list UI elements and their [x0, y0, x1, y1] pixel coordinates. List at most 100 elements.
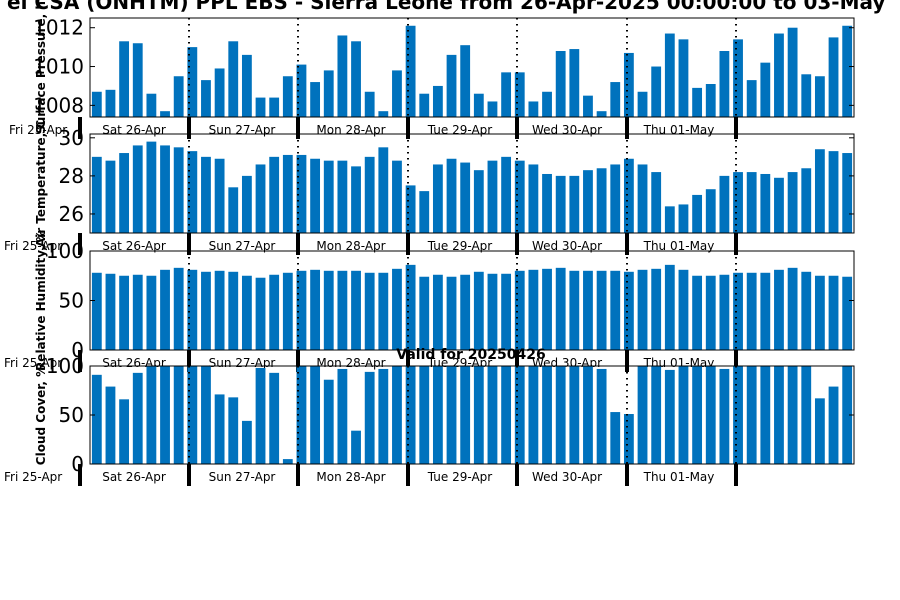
relative-humidity-bar [610, 270, 621, 350]
relative-humidity-bar [733, 272, 743, 350]
day-label: Wed 30-Apr [532, 123, 602, 137]
cloud-cover-bar [842, 366, 853, 464]
surface-pressure-bar [91, 91, 102, 117]
start-date-label: Fri 25-Apr [4, 239, 62, 253]
cloud-cover-bar [583, 366, 593, 464]
relative-humidity-bar [542, 268, 552, 350]
air-temperature-bar [119, 153, 130, 233]
cloud-cover-bar [405, 366, 416, 464]
y-tick-label: 1010 [33, 55, 84, 79]
relative-humidity-bar [132, 274, 143, 350]
relative-humidity-bar [378, 272, 389, 350]
cloud-cover-bar [678, 366, 689, 464]
cloud-cover-bar [719, 368, 730, 464]
surface-pressure-bar [405, 25, 416, 117]
cloud-cover-bar [282, 459, 293, 464]
surface-pressure-bar [269, 97, 280, 117]
day-label: Sat 26-Apr [102, 123, 166, 137]
relative-humidity-bar [405, 264, 416, 350]
surface-pressure-bar [583, 95, 593, 117]
air-temperature-bar [692, 194, 703, 233]
relative-humidity-bar [337, 270, 348, 350]
relative-humidity-bar [814, 275, 825, 350]
cloud-cover-bar [623, 414, 634, 464]
surface-pressure-bar [514, 72, 525, 117]
figure-title: el CSA (ONHTM) PPL EBS - Sierra Leone fr… [7, 0, 885, 14]
cloud-cover-bar [323, 379, 334, 464]
surface-pressure-bar [241, 54, 252, 117]
air-temperature-bar [651, 172, 662, 233]
surface-pressure-bar [432, 85, 443, 117]
cloud-cover-bar [392, 366, 402, 464]
cloud-cover-bar [801, 366, 812, 464]
relative-humidity-bar [828, 275, 839, 350]
air-temperature-bar [746, 172, 757, 233]
air-temperature-bar [733, 172, 743, 233]
relative-humidity-bar [501, 273, 512, 350]
air-temperature-bar [705, 189, 716, 233]
air-temperature-bar [501, 156, 512, 233]
cloud-cover-bar [132, 372, 143, 464]
surface-pressure-bar [814, 76, 825, 117]
air-temperature-bar [282, 154, 293, 233]
cloud-cover-bar [241, 420, 252, 464]
cloud-cover-bar [269, 372, 280, 464]
relative-humidity-bar [419, 276, 430, 350]
day-label: Sun 27-Apr [209, 470, 276, 484]
air-temperature-bar [255, 164, 266, 233]
relative-humidity-bar [282, 272, 293, 350]
surface-pressure-bar [310, 82, 321, 117]
air-temperature-bar [378, 147, 389, 233]
surface-pressure-bar [719, 51, 730, 117]
cloud-cover-bar [173, 366, 184, 464]
cloud-cover-bar [146, 366, 157, 464]
surface-pressure-bar [528, 101, 539, 117]
surface-pressure-bar [173, 76, 184, 117]
surface-pressure-bar [774, 33, 784, 117]
air-temperature-plot-frame [89, 133, 855, 234]
air-temperature-axis-label: Air Temperature, C [34, 120, 48, 248]
surface-pressure-bar [105, 89, 116, 117]
cloud-cover-bar [160, 366, 170, 464]
air-temperature-bar [528, 164, 539, 233]
cloud-cover-bar [514, 366, 525, 464]
surface-pressure-bar [392, 70, 402, 117]
surface-pressure-bar [337, 35, 348, 117]
air-temperature-bar [132, 145, 143, 233]
relative-humidity-bar [774, 269, 784, 350]
air-temperature-bar [446, 158, 457, 233]
surface-pressure-bar [637, 91, 648, 117]
relative-humidity-bar [569, 270, 580, 350]
cloud-cover-bar [419, 366, 430, 464]
air-temperature-bar [432, 164, 443, 233]
cloud-cover-bar [774, 366, 784, 464]
cloud-cover-bar [787, 366, 798, 464]
surface-pressure-bar [255, 97, 266, 117]
day-label: Sun 27-Apr [209, 356, 276, 370]
surface-pressure-bar [460, 45, 471, 117]
air-temperature-bar [323, 160, 334, 233]
relative-humidity-bar [392, 268, 402, 350]
relative-humidity-bar [596, 270, 607, 350]
surface-pressure-bar [473, 93, 484, 117]
air-temperature-bar [269, 156, 280, 233]
surface-pressure-bar [214, 68, 225, 117]
air-temperature-bar [596, 168, 607, 233]
air-temperature-bar [473, 170, 484, 233]
y-tick-label: 1008 [33, 93, 84, 117]
air-temperature-bar [719, 175, 730, 233]
cloud-cover-bar [651, 366, 662, 464]
day-label: Sun 27-Apr [209, 123, 276, 137]
cloud-cover-bar [105, 386, 116, 464]
cloud-cover-bar [596, 368, 607, 464]
cloud-cover-bar [637, 366, 648, 464]
surface-pressure-bar [692, 87, 703, 117]
cloud-cover-bar [337, 368, 348, 464]
surface-pressure-bar [446, 54, 457, 117]
day-label: Tue 29-Apr [427, 239, 492, 253]
surface-pressure-bar [828, 37, 839, 117]
surface-pressure-bar [160, 111, 170, 117]
air-temperature-bar [105, 160, 116, 233]
cloud-cover-bar [501, 366, 512, 464]
